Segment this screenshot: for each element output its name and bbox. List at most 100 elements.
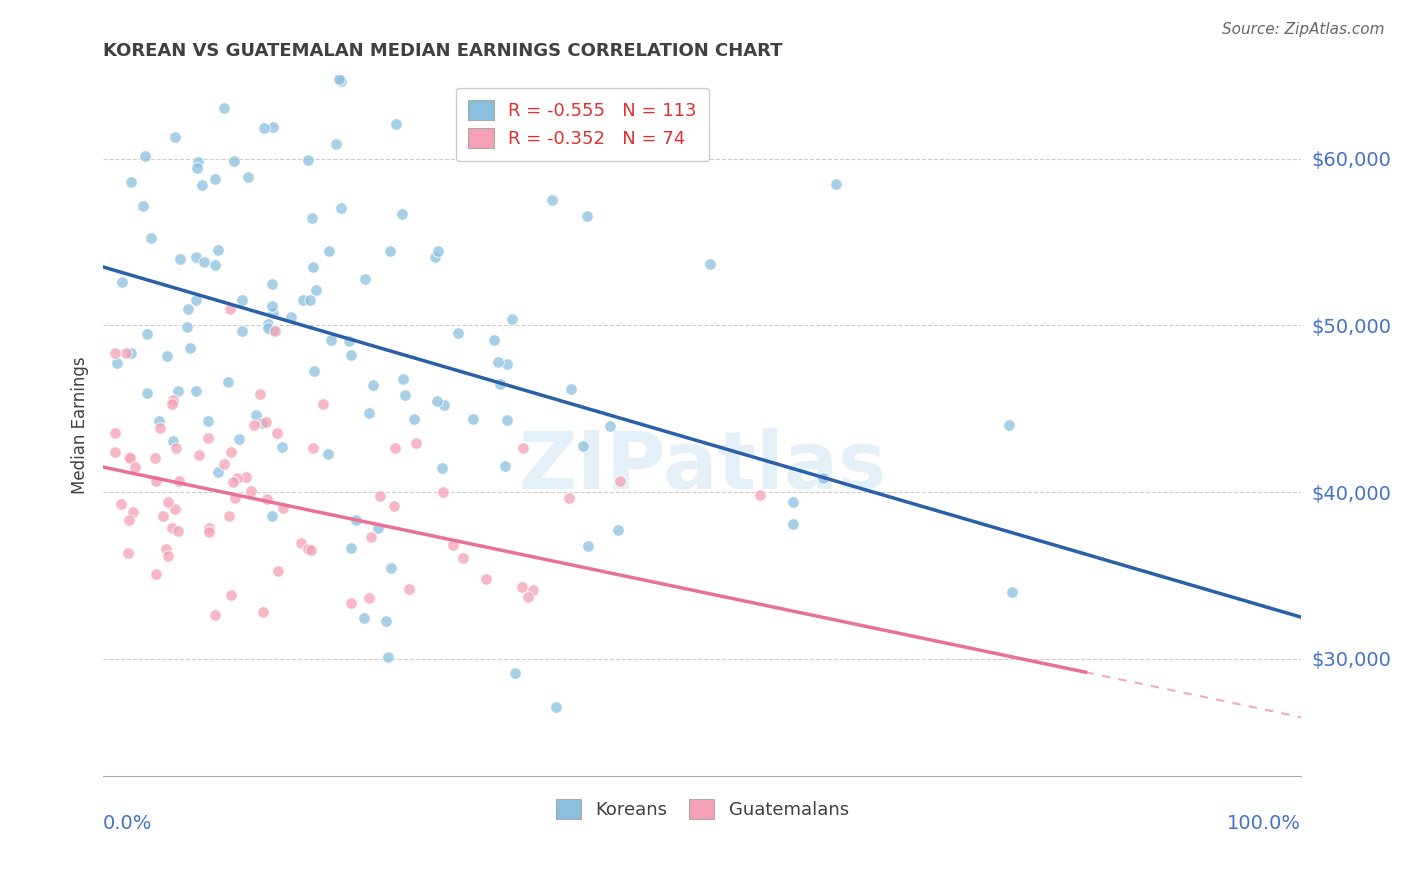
Point <box>197 524 219 539</box>
Point <box>236 170 259 185</box>
Text: Source: ZipAtlas.com: Source: ZipAtlas.com <box>1222 22 1385 37</box>
Point <box>782 516 804 531</box>
Point <box>432 460 454 475</box>
Point <box>105 356 128 370</box>
Point <box>264 324 287 338</box>
Point <box>118 513 141 527</box>
Point <box>298 293 321 308</box>
Point <box>156 494 179 508</box>
Point <box>214 457 236 471</box>
Point <box>576 539 599 553</box>
Point <box>501 312 523 326</box>
Point <box>218 302 240 317</box>
Point <box>176 319 198 334</box>
Point <box>167 384 190 398</box>
Point <box>337 334 360 348</box>
Point <box>235 469 257 483</box>
Point <box>516 591 538 605</box>
Point <box>302 442 325 456</box>
Point <box>328 71 350 86</box>
Point <box>252 605 274 619</box>
Point <box>114 346 136 360</box>
Point <box>121 505 143 519</box>
Point <box>165 502 187 516</box>
Point <box>197 414 219 428</box>
Point <box>340 541 363 555</box>
Point <box>486 354 509 368</box>
Point <box>169 252 191 267</box>
Point <box>135 326 157 341</box>
Point <box>377 650 399 665</box>
Point <box>394 388 416 402</box>
Point <box>824 177 846 191</box>
Point <box>156 349 179 363</box>
Point <box>145 474 167 488</box>
Point <box>423 251 446 265</box>
Point <box>177 301 200 316</box>
Point <box>353 272 375 286</box>
Point <box>305 283 328 297</box>
Text: KOREAN VS GUATEMALAN MEDIAN EARNINGS CORRELATION CHART: KOREAN VS GUATEMALAN MEDIAN EARNINGS COR… <box>103 42 783 60</box>
Point <box>558 491 581 505</box>
Point <box>179 342 201 356</box>
Text: 0.0%: 0.0% <box>103 814 152 833</box>
Point <box>299 543 322 558</box>
Point <box>496 357 519 371</box>
Point <box>262 323 284 337</box>
Point <box>212 101 235 115</box>
Point <box>426 393 449 408</box>
Point <box>222 475 245 489</box>
Point <box>325 137 347 152</box>
Point <box>391 207 413 221</box>
Point <box>302 260 325 275</box>
Point <box>316 447 339 461</box>
Point <box>571 439 593 453</box>
Point <box>522 582 544 597</box>
Point <box>330 201 353 215</box>
Point <box>120 175 142 189</box>
Point <box>340 348 363 362</box>
Point <box>134 149 156 163</box>
Point <box>262 277 284 291</box>
Point <box>152 508 174 523</box>
Point <box>344 513 367 527</box>
Point <box>560 382 582 396</box>
Point <box>496 413 519 427</box>
Point <box>219 588 242 602</box>
Point <box>271 440 294 454</box>
Point <box>811 471 834 485</box>
Point <box>193 255 215 269</box>
Point <box>118 450 141 465</box>
Point <box>291 293 314 308</box>
Point <box>374 614 396 628</box>
Point <box>599 418 621 433</box>
Point <box>167 474 190 488</box>
Point <box>204 608 226 623</box>
Point <box>207 465 229 479</box>
Point <box>253 120 276 135</box>
Point <box>231 324 253 338</box>
Point <box>385 117 408 131</box>
Point <box>489 376 512 391</box>
Point <box>290 536 312 550</box>
Point <box>156 549 179 563</box>
Point <box>311 397 333 411</box>
Text: ZIPatlas: ZIPatlas <box>517 428 886 507</box>
Point <box>998 418 1021 433</box>
Point <box>319 334 342 348</box>
Point <box>782 495 804 509</box>
Point <box>257 321 280 335</box>
Point <box>404 411 426 425</box>
Point <box>191 178 214 193</box>
Point <box>148 414 170 428</box>
Point <box>330 73 353 87</box>
Point <box>104 445 127 459</box>
Point <box>217 375 239 389</box>
Point <box>512 441 534 455</box>
Point <box>260 300 283 314</box>
Point <box>357 591 380 605</box>
Point <box>162 521 184 535</box>
Point <box>262 120 284 135</box>
Point <box>167 524 190 538</box>
Point <box>250 416 273 430</box>
